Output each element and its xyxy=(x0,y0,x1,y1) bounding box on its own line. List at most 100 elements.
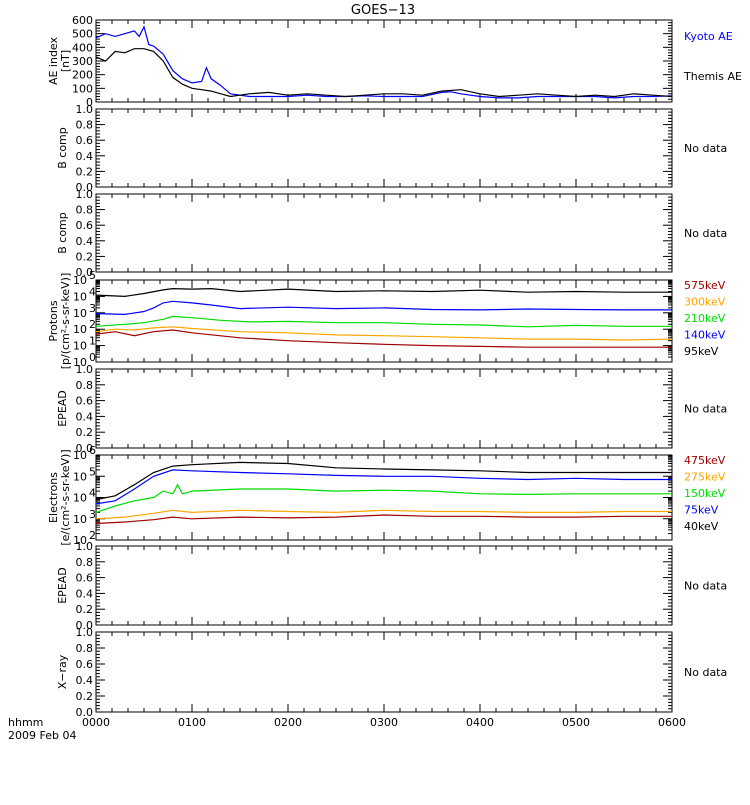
y-tick-exponent: 2 xyxy=(89,318,96,331)
y-tick-label: 10 xyxy=(73,290,87,303)
panel-frame xyxy=(95,631,673,713)
y-axis-label: AE index xyxy=(47,36,60,85)
y-tick-label: 0.6 xyxy=(76,572,94,585)
y-tick-label: 0.8 xyxy=(76,204,94,217)
y-tick-exponent: 4 xyxy=(89,487,96,500)
y-tick-label: 0.4 xyxy=(76,587,94,600)
series-line-275kev xyxy=(95,509,672,520)
legend-item-475kev: 475keV xyxy=(684,454,726,467)
y-tick-label: 0.0 xyxy=(76,266,94,279)
y-tick-label: 10 xyxy=(73,534,87,547)
chart-title: GOES−13 xyxy=(351,3,415,18)
no-data-label: No data xyxy=(684,666,727,679)
y-axis-label: Electrons xyxy=(47,472,60,523)
panel-epead1: 0.0 0.2 0.4 0.6 0.8 1.0 EPEAD No data xyxy=(56,363,727,455)
no-data-label: No data xyxy=(684,142,727,155)
x-tick-label: 0600 xyxy=(658,716,686,729)
y-tick-label: 0.2 xyxy=(76,250,94,263)
series-line-300kev xyxy=(95,326,673,341)
y-axis-label: X−ray xyxy=(56,654,69,689)
y-tick-label: 1.0 xyxy=(76,103,94,116)
y-tick-label: 0.0 xyxy=(76,442,94,455)
y-tick-label: 400 xyxy=(72,41,93,54)
y-tick-label: 0.6 xyxy=(76,395,94,408)
y-tick-exponent: 3 xyxy=(89,508,96,521)
y-tick-label: 0.4 xyxy=(76,235,94,248)
x-tick-label: 0100 xyxy=(178,716,206,729)
y-tick-label: 0.2 xyxy=(76,165,94,178)
legend-item-75kev: 75keV xyxy=(684,504,719,517)
y-axis-label: [p/(cm²-s-sr-keV)] xyxy=(59,273,72,370)
x-tick-label: 0000 xyxy=(82,716,110,729)
legend-item-150kev: 150keV xyxy=(684,487,726,500)
y-tick-label: 500 xyxy=(72,28,93,41)
panel-frame xyxy=(95,368,673,449)
y-tick-exponent: 5 xyxy=(89,465,96,478)
y-axis-label: Protons xyxy=(47,300,60,341)
legend-item-themis-ae: Themis AE xyxy=(683,70,742,83)
y-tick-label: 10 xyxy=(73,356,87,369)
y-tick-label: 300 xyxy=(72,55,93,68)
y-tick-exponent: 2 xyxy=(89,529,96,542)
panel-b2: 0.0 0.2 0.4 0.6 0.8 1.0 B comp No data xyxy=(56,188,727,279)
y-tick-label: 0.2 xyxy=(76,603,94,616)
no-data-label: No data xyxy=(684,403,727,416)
x-tick-label: 0500 xyxy=(562,716,590,729)
y-tick-label: 10 xyxy=(73,470,87,483)
y-tick-exponent: 1 xyxy=(89,335,96,348)
series-line-210kev xyxy=(95,315,672,328)
y-tick-label: 10 xyxy=(73,307,87,320)
y-tick-label: 100 xyxy=(72,82,93,95)
legend-item-kyoto-ae: Kyoto AE xyxy=(684,30,733,43)
series-line-140kev xyxy=(95,300,672,316)
y-tick-label: 10 xyxy=(73,340,87,353)
x-tick-label: 0200 xyxy=(274,716,302,729)
y-tick-label: 1.0 xyxy=(76,363,94,376)
x-tick-label: 0300 xyxy=(370,716,398,729)
legend-item-95kev: 95keV xyxy=(684,345,719,358)
y-tick-label: 10 xyxy=(73,513,87,526)
date-label: 2009 Feb 04 xyxy=(8,729,76,742)
y-axis-label: EPEAD xyxy=(56,567,69,604)
y-axis-label: [e/(cm²-s-sr-keV)] xyxy=(59,449,72,545)
legend-item-575kev: 575keV xyxy=(684,279,726,292)
series-line-575kev xyxy=(95,329,672,348)
series-line-95kev xyxy=(95,287,672,298)
y-axis-label: [nT] xyxy=(59,50,72,72)
x-tick-label: 0400 xyxy=(466,716,494,729)
legend-item-300kev: 300keV xyxy=(684,296,726,309)
series-line-150kev xyxy=(95,483,672,513)
panel-frame xyxy=(95,193,673,273)
legend-item-40kev: 40keV xyxy=(684,520,719,533)
y-tick-label: 0 xyxy=(86,96,93,109)
series-line-475kev xyxy=(95,514,672,525)
y-tick-label: 0.8 xyxy=(76,119,94,132)
y-tick-label: 0.2 xyxy=(76,426,94,439)
y-tick-label: 0.4 xyxy=(76,150,94,163)
y-tick-label: 600 xyxy=(72,14,93,27)
y-tick-label: 0.6 xyxy=(76,134,94,147)
y-tick-label: 0.0 xyxy=(76,619,94,632)
panel-epead2: 0.0 0.2 0.4 0.6 0.8 1.0 EPEAD No data xyxy=(56,540,727,632)
y-tick-label: 0.0 xyxy=(76,706,94,719)
y-tick-label: 1.0 xyxy=(76,540,94,553)
series-line-themis-ae xyxy=(95,48,673,98)
y-tick-label: 10 xyxy=(73,274,87,287)
y-tick-label: 0.4 xyxy=(76,410,94,423)
legend-item-210kev: 210keV xyxy=(684,312,726,325)
y-tick-label: 0.4 xyxy=(76,674,94,687)
y-axis-label: EPEAD xyxy=(56,390,69,427)
series-line-40kev xyxy=(95,461,672,501)
panel-frame xyxy=(95,454,673,541)
no-data-label: No data xyxy=(684,227,727,240)
y-tick-label: 1.0 xyxy=(76,626,94,639)
series-line-75kev xyxy=(95,469,672,505)
y-tick-label: 1.0 xyxy=(76,188,94,201)
no-data-label: No data xyxy=(684,580,727,593)
y-tick-exponent: 4 xyxy=(89,285,96,298)
y-tick-label: 10 xyxy=(73,323,87,336)
